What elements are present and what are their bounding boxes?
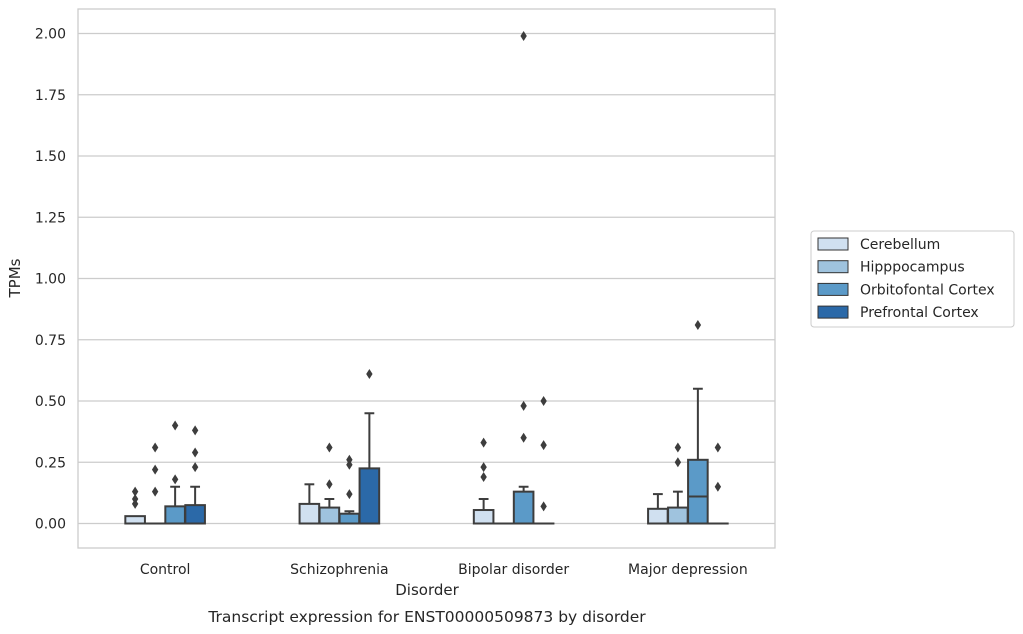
outlier-point	[326, 479, 333, 490]
box	[512, 490, 535, 525]
outlier-point	[191, 447, 199, 458]
x-tick-labels: Control Schizophrenia Bipolar disorder Majo…	[140, 562, 748, 578]
x-tick-label: Control	[140, 562, 191, 578]
outlier-point	[191, 425, 199, 436]
box-orbitofontal-cortex	[164, 485, 186, 525]
y-tick-label: 0.25	[35, 455, 66, 471]
x-tick-label: Bipolar disorder	[458, 562, 569, 578]
outlier-point	[151, 464, 159, 475]
y-tick-label: 2.00	[35, 27, 66, 43]
box	[687, 458, 709, 525]
box-cerebellum	[472, 498, 495, 525]
outlier-point	[540, 396, 547, 406]
box	[124, 515, 146, 525]
legend-label: Orbitofontal Cortex	[860, 282, 995, 298]
gridlines	[78, 32, 775, 525]
y-axis-label: TPMs	[6, 258, 24, 298]
outlier-point	[131, 486, 139, 497]
legend-label: Cerebellum	[860, 237, 940, 253]
x-tick-label: Schizophrenia	[290, 562, 388, 578]
box-orbitofontal-cortex	[512, 485, 535, 525]
box-cerebellum	[124, 515, 146, 525]
box-prefrontal-cortex	[184, 485, 206, 525]
plot-frame	[77, 8, 776, 549]
outlier-point	[171, 420, 179, 431]
chart-caption: Transcript expression for ENST0000050987…	[207, 608, 646, 626]
box	[358, 467, 381, 525]
outliers	[131, 30, 722, 512]
outlier-point	[151, 486, 159, 497]
outlier-point	[346, 454, 353, 465]
outlier-point	[520, 400, 527, 411]
box	[472, 509, 495, 525]
outlier-point	[171, 474, 179, 485]
outlier-point	[191, 462, 199, 473]
outlier-point	[346, 489, 353, 500]
outlier-point	[480, 437, 487, 448]
y-tick-label: 1.75	[35, 88, 66, 104]
legend-label: Prefrontal Cortex	[860, 305, 979, 321]
outlier-point	[131, 494, 139, 504]
y-tick-label: 0.75	[35, 333, 66, 349]
box-hipppocampus	[667, 490, 689, 525]
box-hipppocampus	[318, 498, 341, 525]
box-orbitofontal-cortex	[687, 387, 709, 525]
boxes	[124, 387, 729, 525]
outlier-point	[326, 442, 333, 453]
box	[164, 505, 186, 525]
box	[298, 502, 321, 525]
box	[338, 512, 361, 525]
outlier-point	[674, 457, 682, 468]
outlier-point	[480, 462, 487, 473]
y-tick-labels: 0.00 0.25 0.50 0.75 1.00 1.25 1.50 1.75 2.00	[35, 27, 66, 533]
outlier-point	[366, 369, 373, 380]
outlier-point	[540, 440, 547, 451]
box	[667, 506, 689, 525]
outlier-point	[674, 442, 682, 453]
outlier-point	[714, 442, 722, 453]
legend: Cerebellum Hipppocampus Orbitofontal Corte…	[810, 230, 1015, 328]
y-tick-label: 1.50	[35, 149, 66, 165]
outlier-point	[540, 501, 547, 512]
box	[184, 504, 206, 525]
box	[318, 506, 341, 525]
outlier-point	[520, 30, 527, 41]
legend-label: Hipppocampus	[860, 260, 965, 276]
legend-swatch	[817, 305, 849, 319]
box-orbitofontal-cortex	[338, 510, 361, 525]
legend-swatch	[817, 260, 849, 274]
outlier-point	[714, 481, 722, 492]
y-tick-label: 0.00	[35, 517, 66, 533]
y-tick-label: 1.00	[35, 272, 66, 288]
box-cerebellum	[298, 483, 321, 525]
x-tick-label: Major depression	[628, 562, 748, 578]
outlier-point	[694, 320, 702, 331]
outlier-point	[520, 432, 527, 443]
legend-swatch	[817, 282, 849, 296]
box	[647, 507, 669, 525]
outlier-point	[480, 471, 487, 482]
y-tick-label: 0.50	[35, 394, 66, 410]
legend-frame	[810, 230, 1015, 328]
box-prefrontal-cortex	[358, 412, 381, 525]
legend-swatch	[817, 237, 849, 251]
y-tick-label: 1.25	[35, 210, 66, 226]
x-axis-label: Disorder	[395, 581, 459, 599]
outlier-point	[151, 442, 159, 453]
box-cerebellum	[647, 493, 669, 525]
